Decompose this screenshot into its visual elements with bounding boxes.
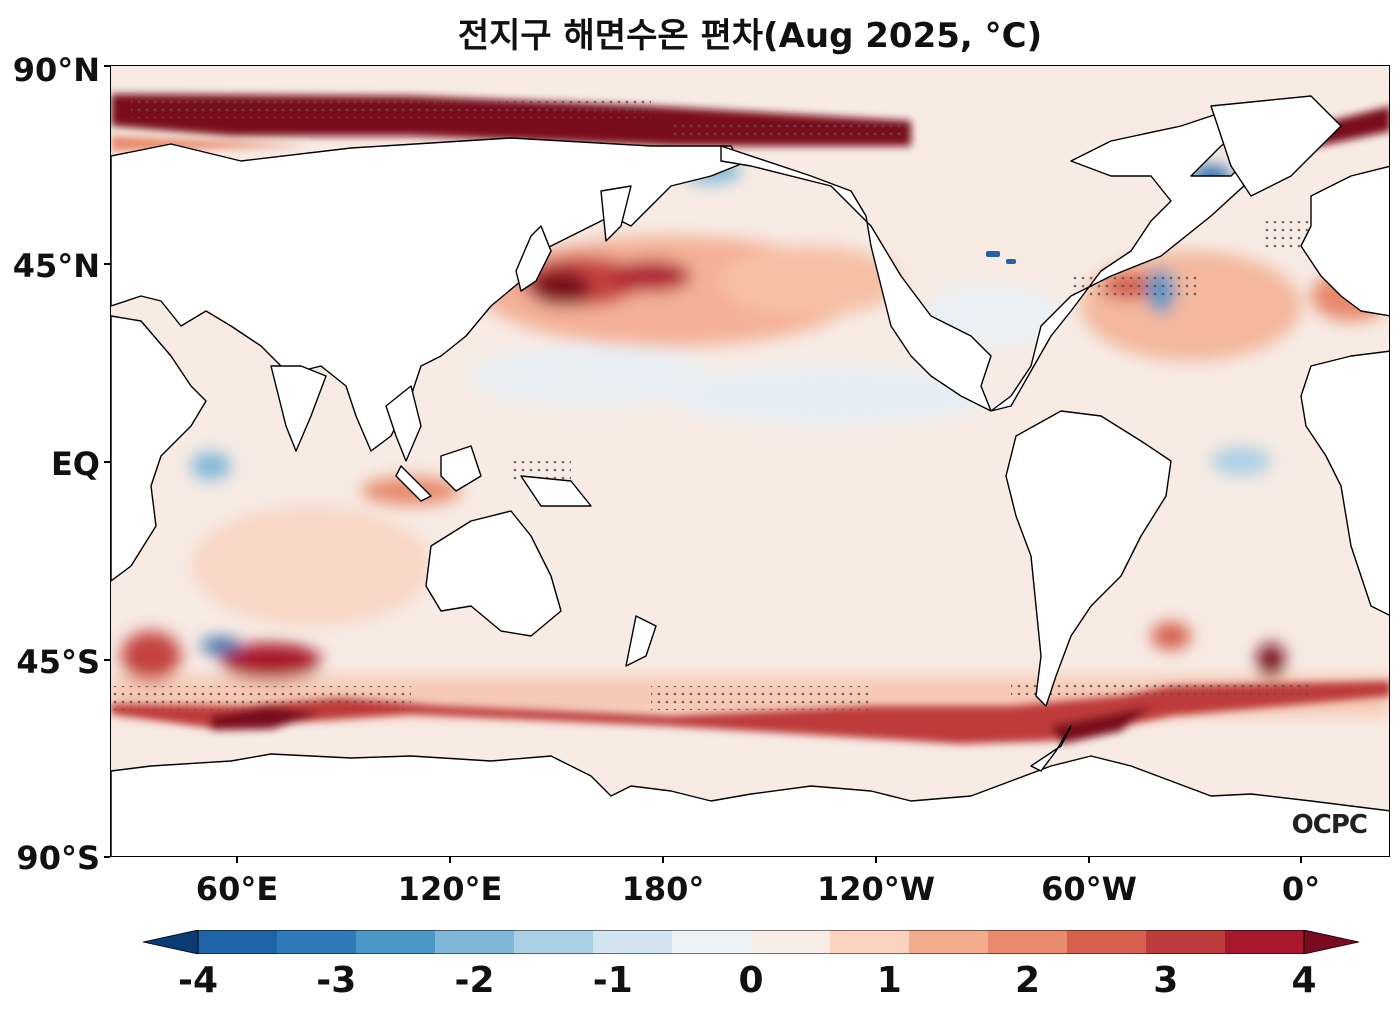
kamchatka	[600, 185, 632, 242]
australia	[425, 510, 562, 637]
colorbar-segment	[435, 930, 515, 954]
colorbar-tick-label: 3	[1153, 960, 1179, 1001]
colorbar-extend-high	[1303, 930, 1359, 954]
colorbar-segment	[514, 930, 594, 954]
lat-label-90s: 90°S	[16, 839, 100, 877]
colorbar-frame	[197, 930, 1305, 954]
lat-tick	[104, 856, 110, 858]
new-guinea	[520, 475, 592, 507]
sumatra	[395, 465, 432, 502]
colorbar-segment	[1146, 930, 1226, 954]
colorbar-segment	[593, 930, 673, 954]
lon-tick	[1300, 857, 1302, 863]
colorbar-segment	[988, 930, 1068, 954]
significance-stipple	[111, 98, 1311, 710]
new-zealand	[625, 615, 657, 667]
lat-label-45s: 45°S	[16, 643, 100, 681]
lat-label-90n: 90°N	[12, 51, 100, 89]
lat-tick	[104, 65, 110, 67]
india	[270, 365, 327, 452]
colorbar	[143, 930, 1359, 954]
antarctic-peninsula	[1030, 725, 1072, 772]
chart-title: 전지구 해면수온 편차(Aug 2025, °C)	[457, 16, 1043, 56]
lon-tick	[449, 857, 451, 863]
land-masses	[111, 95, 1389, 856]
colorbar-tick-label: -1	[592, 960, 633, 1001]
europe	[1300, 165, 1389, 317]
lon-label-0: 0°	[1281, 870, 1321, 908]
lat-label-eq: EQ	[50, 445, 100, 483]
colorbar-tick-label: -2	[454, 960, 495, 1001]
lat-tick	[104, 263, 110, 265]
lat-label-45n: 45°N	[12, 247, 100, 285]
lon-tick	[875, 857, 877, 863]
lon-label-120w: 120°W	[816, 870, 936, 908]
lon-label-60w: 60°W	[1041, 870, 1137, 908]
colorbar-tick-label: 4	[1291, 960, 1317, 1001]
borneo	[440, 445, 482, 492]
colorbar-extend-low	[143, 930, 199, 954]
colorbar-segment	[672, 930, 752, 954]
greenland	[1210, 95, 1342, 197]
ocpc-logo: OCPC	[1291, 810, 1368, 840]
map-svg	[111, 66, 1389, 856]
colorbar-tick-label: -3	[316, 960, 357, 1001]
great-lakes	[986, 251, 1016, 264]
colorbar-segment	[751, 930, 831, 954]
lon-label-180: 180°	[621, 870, 705, 908]
west-africa	[1300, 350, 1389, 616]
south-america	[1005, 410, 1172, 707]
lon-label-120e: 120°E	[397, 870, 503, 908]
japan	[515, 225, 552, 292]
colorbar-tick-label: 2	[1014, 960, 1041, 1001]
lat-tick	[104, 659, 110, 661]
eurasia	[111, 137, 742, 452]
colorbar-segment	[356, 930, 436, 954]
lon-tick	[236, 857, 238, 863]
colorbar-tick-label: -4	[178, 960, 218, 1001]
colorbar-segment	[277, 930, 357, 954]
lon-tick	[1088, 857, 1090, 863]
antarctica	[111, 753, 1389, 856]
sst-anomaly-map: OCPC	[110, 65, 1390, 857]
lon-tick	[662, 857, 664, 863]
colorbar-segment	[909, 930, 989, 954]
lat-tick	[104, 461, 110, 463]
colorbar-segment	[830, 930, 910, 954]
colorbar-tick-label: 1	[876, 960, 902, 1001]
colorbar-segment	[198, 930, 278, 954]
africa	[111, 315, 207, 582]
colorbar-segment	[1225, 930, 1305, 954]
indochina	[385, 385, 422, 462]
colorbar-tick-label: 0	[738, 960, 764, 1001]
lon-label-60e: 60°E	[195, 870, 279, 908]
colorbar-segment	[1067, 930, 1147, 954]
